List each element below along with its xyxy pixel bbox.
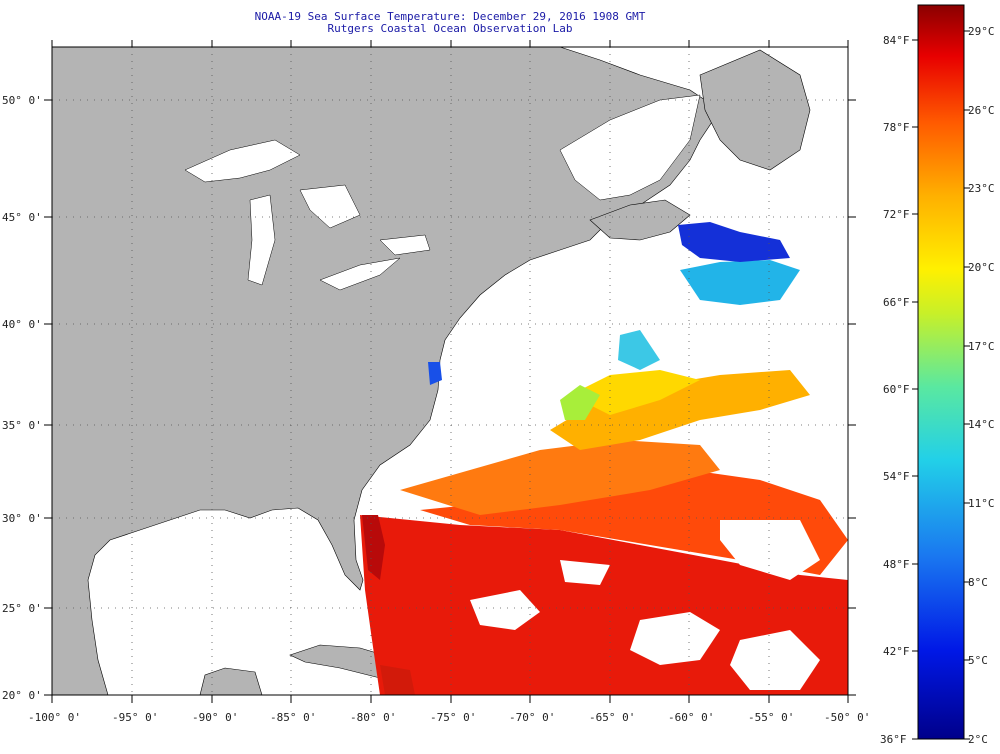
- colorbar-f-label-78: 78°F: [883, 121, 910, 134]
- colorbar-f-label-60: 60°F: [883, 383, 910, 396]
- gulf-st-lawrence: [559, 94, 701, 201]
- colorbar-c-label-2: 2°C: [968, 733, 988, 746]
- great-lakes: [184, 139, 431, 291]
- colorbar-f-label-54: 54°F: [883, 470, 910, 483]
- lat-label-30: 30° 0': [2, 512, 42, 525]
- lon-label-90: -90° 0': [192, 711, 239, 724]
- colorbar-f-label-72: 72°F: [883, 208, 910, 221]
- colorbar-c-label-11: 11°C: [968, 497, 995, 510]
- lon-label-60: -60° 0': [668, 711, 715, 724]
- colorbar-c-label-14: 14°C: [968, 418, 995, 431]
- lon-label-80: -80° 0': [350, 711, 397, 724]
- lat-label-50: 50° 0': [2, 94, 42, 107]
- land-nova-scotia: [589, 199, 691, 241]
- colorbar-f-label-36: 36°F: [880, 733, 907, 746]
- colorbar-c-label-29: 29°C: [968, 25, 995, 38]
- colorbar-ticks: [912, 30, 970, 740]
- lat-label-40: 40° 0': [2, 318, 42, 331]
- land-north-america: [52, 47, 721, 695]
- colorbar-f-label-66: 66°F: [883, 296, 910, 309]
- land-yucatan: [199, 667, 263, 695]
- colorbar: [917, 4, 965, 740]
- colorbar-c-label-20: 20°C: [968, 261, 995, 274]
- lon-label-70: -70° 0': [509, 711, 556, 724]
- lon-label-65: -65° 0': [589, 711, 636, 724]
- colorbar-f-label-42: 42°F: [883, 645, 910, 658]
- lon-label-50: -50° 0': [824, 711, 871, 724]
- colorbar-c-label-8: 8°C: [968, 576, 988, 589]
- lon-label-75: -75° 0': [430, 711, 477, 724]
- colorbar-c-label-17: 17°C: [968, 340, 995, 353]
- graticule: [52, 47, 848, 695]
- sst-data-layer: [360, 222, 848, 695]
- land-newfoundland: [699, 49, 811, 171]
- colorbar-c-label-23: 23°C: [968, 182, 995, 195]
- lat-label-35: 35° 0': [2, 419, 42, 432]
- map-frame: [51, 46, 849, 696]
- lat-label-25: 25° 0': [2, 602, 42, 615]
- lat-label-45: 45° 0': [2, 211, 42, 224]
- colorbar-f-label-48: 48°F: [883, 558, 910, 571]
- lon-label-100: -100° 0': [28, 711, 81, 724]
- lat-label-20: 20° 0': [2, 689, 42, 702]
- map-subtitle: Rutgers Coastal Ocean Observation Lab: [327, 22, 573, 35]
- colorbar-c-label-5: 5°C: [968, 654, 988, 667]
- axis-ticks: [44, 40, 856, 703]
- colorbar-f-label-84: 84°F: [883, 34, 910, 47]
- lon-label-85: -85° 0': [270, 711, 317, 724]
- colorbar-c-label-26: 26°C: [968, 104, 995, 117]
- lon-label-95: -95° 0': [112, 711, 159, 724]
- map-title: NOAA-19 Sea Surface Temperature: Decembe…: [254, 10, 646, 23]
- lon-label-55: -55° 0': [748, 711, 795, 724]
